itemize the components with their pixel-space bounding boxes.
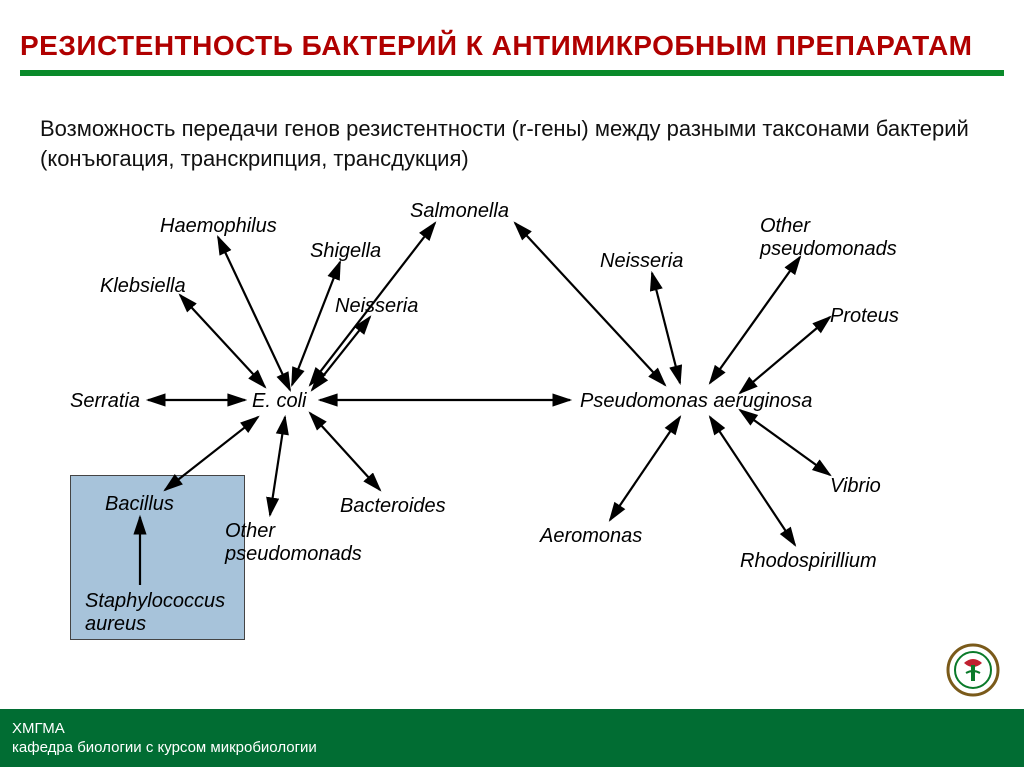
- gene-transfer-diagram: E. coli Pseudomonas aeruginosa Haemophilus…: [40, 195, 984, 655]
- node-haemophilus: Haemophilus: [160, 215, 277, 238]
- node-staph: Staphylococcus: [85, 590, 225, 613]
- title-underline: [20, 70, 1004, 76]
- footer-line2: кафедра биологии с курсом микробиологии: [12, 738, 317, 758]
- node-proteus: Proteus: [830, 305, 899, 328]
- node-pseudo: Pseudomonas aeruginosa: [580, 390, 812, 413]
- node-other_pseudo2b: pseudomonads: [760, 238, 897, 261]
- node-ecoli: E. coli: [252, 390, 306, 413]
- node-staph2: aureus: [85, 613, 146, 636]
- footer-line1: ХМГМА: [12, 719, 317, 739]
- node-aeromonas: Aeromonas: [540, 525, 642, 548]
- node-rhodo: Rhodospirillium: [740, 550, 877, 573]
- node-salmonella: Salmonella: [410, 200, 509, 223]
- footer-bar: ХМГМА кафедра биологии с курсом микробио…: [0, 709, 1024, 767]
- slide-title: РЕЗИСТЕНТНОСТЬ БАКТЕРИЙ К АНТИМИКРОБНЫМ …: [20, 30, 1004, 62]
- node-neisseria2: Neisseria: [600, 250, 683, 273]
- node-shigella: Shigella: [310, 240, 381, 263]
- node-neisseria1: Neisseria: [335, 295, 418, 318]
- node-serratia: Serratia: [70, 390, 140, 413]
- node-other_pseudo1: Other: [225, 520, 275, 543]
- node-bacillus: Bacillus: [105, 493, 174, 516]
- node-bacteroides: Bacteroides: [340, 495, 446, 518]
- node-klebsiella: Klebsiella: [100, 275, 186, 298]
- node-other_pseudo2: Other: [760, 215, 810, 238]
- node-other_pseudo1b: pseudomonads: [225, 543, 362, 566]
- node-vibrio: Vibrio: [830, 475, 881, 498]
- institution-logo-icon: [946, 643, 1000, 697]
- slide-subtitle: Возможность передачи генов резистентност…: [0, 84, 1024, 173]
